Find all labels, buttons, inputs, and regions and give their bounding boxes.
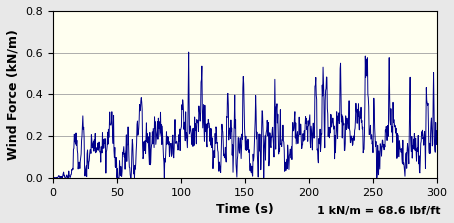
X-axis label: Time (s): Time (s): [216, 203, 274, 216]
Text: 1 kN/m = 68.6 lbf/ft: 1 kN/m = 68.6 lbf/ft: [317, 206, 440, 216]
Y-axis label: Wind Force (kN/m): Wind Force (kN/m): [7, 29, 20, 160]
